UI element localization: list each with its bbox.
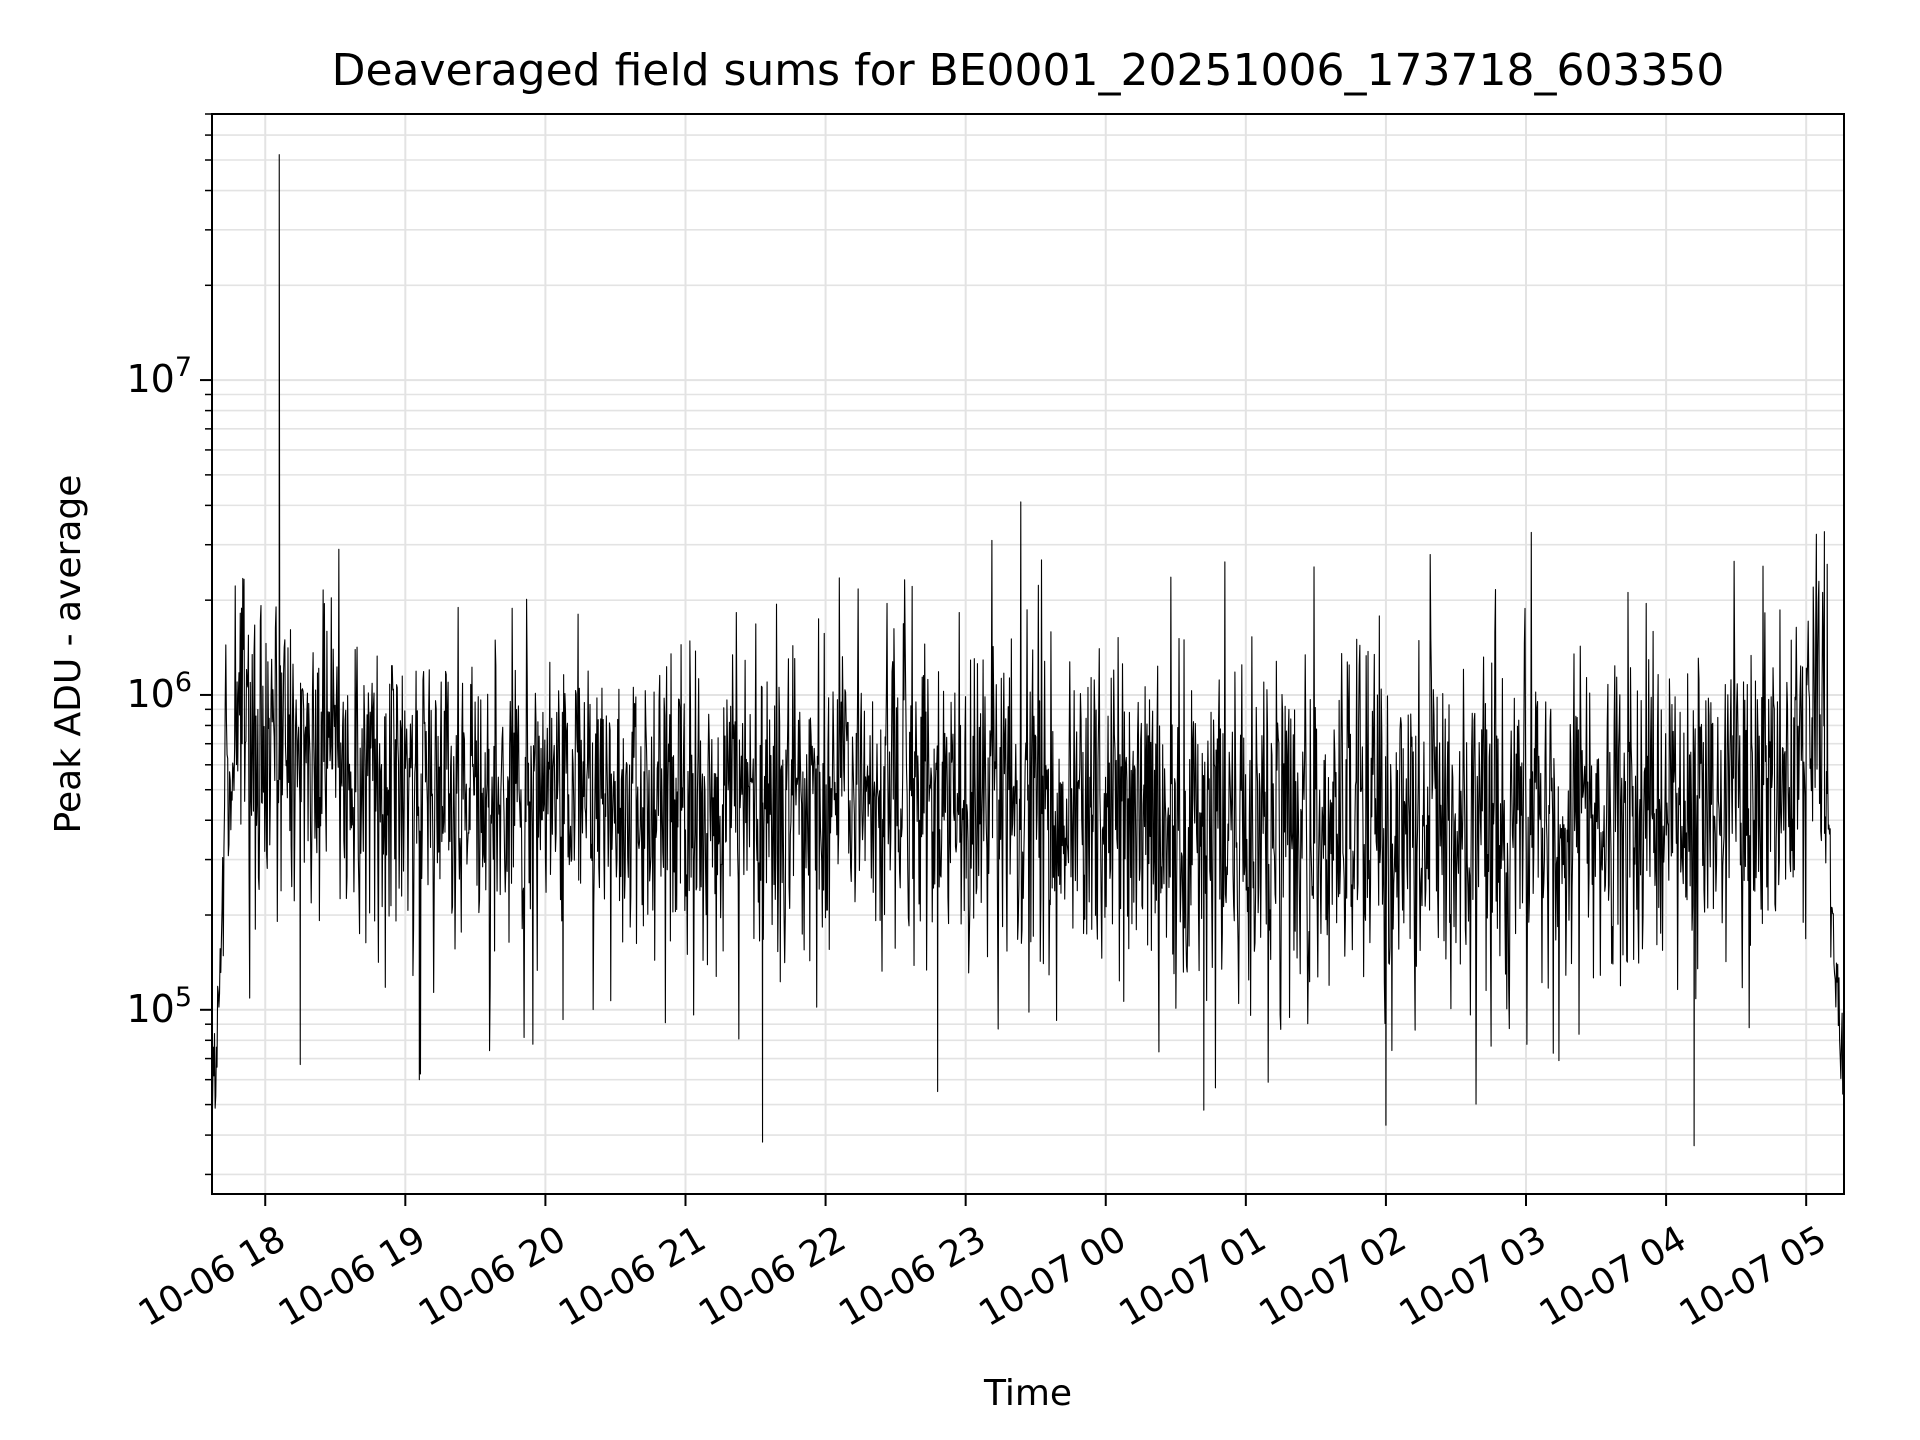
plot-area bbox=[212, 154, 1844, 1147]
y-axis: 105 106 107 bbox=[126, 113, 212, 1176]
y-tick-label: 106 bbox=[126, 667, 192, 716]
chart-title: Deaveraged field sums for BE0001_2025100… bbox=[332, 45, 1725, 96]
y-tick-label: 105 bbox=[126, 982, 192, 1031]
series-line bbox=[212, 154, 1844, 1147]
y-axis-label: Peak ADU - average bbox=[48, 475, 89, 834]
plot-frame bbox=[211, 113, 1845, 1195]
y-tick-label: 107 bbox=[126, 352, 192, 401]
x-axis-label: Time bbox=[983, 1373, 1072, 1414]
